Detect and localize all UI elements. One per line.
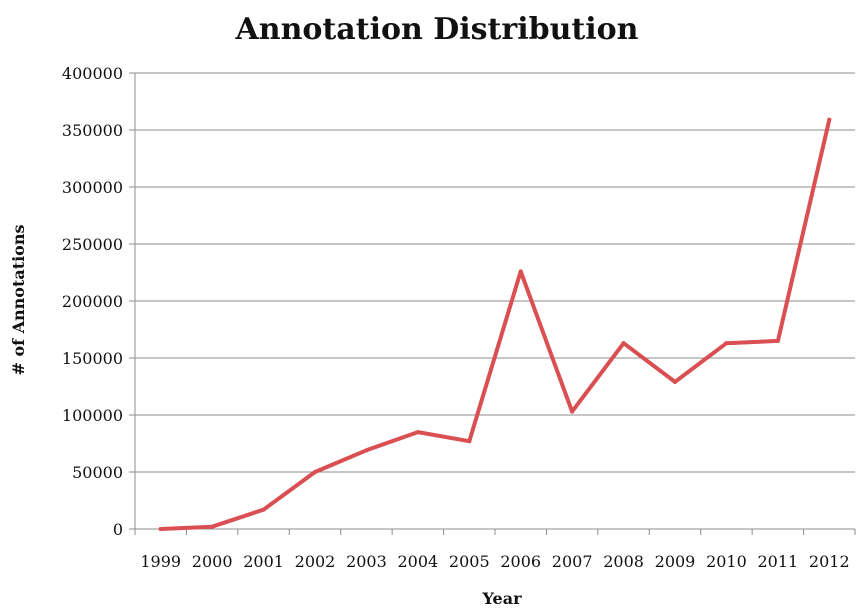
x-tick-label: 2006 <box>500 552 541 571</box>
data-point <box>158 527 163 531</box>
x-tick-label: 1999 <box>140 552 181 571</box>
x-axis-label: Year <box>481 589 522 608</box>
data-point <box>364 448 369 453</box>
y-tick-label: 100000 <box>62 406 123 425</box>
series-line <box>158 117 832 531</box>
y-tick-label: 250000 <box>62 235 123 254</box>
x-tick-label: 2000 <box>192 552 233 571</box>
data-point <box>724 341 729 346</box>
data-point <box>621 341 626 346</box>
y-tick-label: 200000 <box>62 292 123 311</box>
data-point <box>673 379 677 384</box>
data-series <box>158 117 832 531</box>
x-tick-label: 2003 <box>346 552 387 571</box>
x-tick-label: 2002 <box>295 552 336 571</box>
y-tick-label: 350000 <box>62 121 123 140</box>
data-point <box>210 524 215 529</box>
y-tick-label: 400000 <box>62 64 123 83</box>
x-tick-label: 2001 <box>243 552 284 571</box>
y-tick-label: 300000 <box>62 178 123 197</box>
x-tick-label: 2011 <box>757 552 798 571</box>
y-tick-labels: 0 50000 100000 150000 200000 250000 300000 3500… <box>62 64 123 539</box>
y-axis-label: # of Annotations <box>9 225 28 376</box>
data-point <box>415 430 420 435</box>
gridlines <box>135 72 855 473</box>
data-point <box>467 439 472 444</box>
data-point <box>827 117 832 122</box>
data-point <box>775 338 780 343</box>
x-tick-label: 2012 <box>809 552 850 571</box>
y-tick-label: 50000 <box>72 463 123 482</box>
x-tick-label: 2005 <box>449 552 490 571</box>
data-point <box>313 470 317 474</box>
data-point <box>261 507 266 512</box>
chart-title: Annotation Distribution <box>235 12 639 47</box>
axes <box>129 72 856 535</box>
y-tick-label: 0 <box>113 520 123 539</box>
x-tick-label: 2008 <box>603 552 644 571</box>
x-tick-label: 2004 <box>397 552 438 571</box>
data-point <box>518 269 523 274</box>
x-tick-label: 2010 <box>706 552 747 571</box>
x-tick-label: 2009 <box>655 552 696 571</box>
x-tick-label: 2007 <box>552 552 593 571</box>
x-tick-labels: 1999 2000 2001 2002 2003 2004 2005 2006 2007 2008… <box>140 552 849 571</box>
y-tick-label: 150000 <box>62 349 123 368</box>
data-point <box>570 409 575 414</box>
